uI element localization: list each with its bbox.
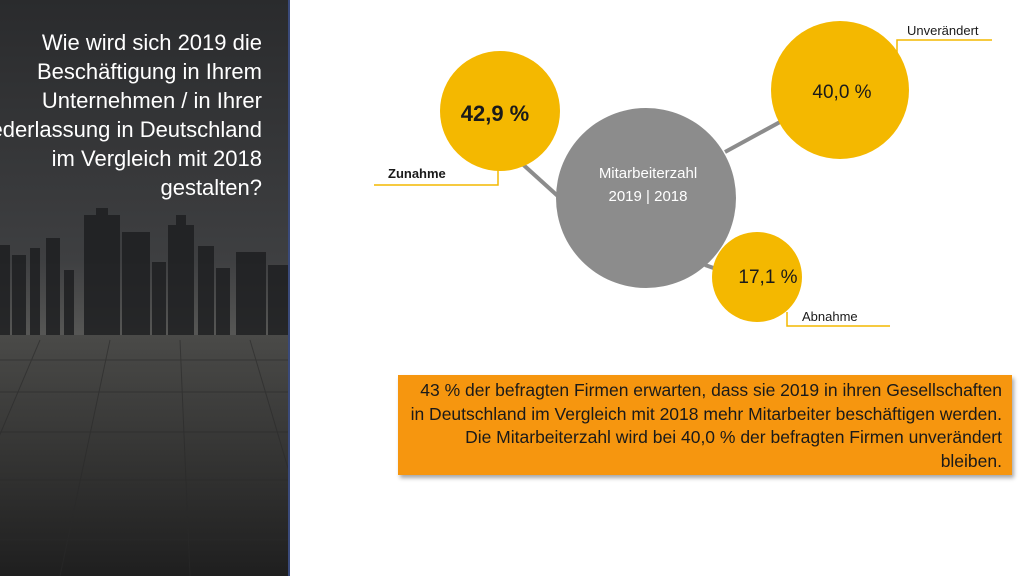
bubble-unveraendert (771, 21, 909, 159)
callout-line-unveraendert (896, 39, 992, 56)
callout-line-zunahme (374, 170, 499, 186)
value-label-abnahme: 17,1 % (738, 267, 797, 288)
series-label-zunahme: Zunahme (388, 166, 446, 181)
city-skyline-image (0, 0, 288, 576)
center-circle (556, 108, 736, 288)
center-label-line2: 2019 | 2018 (609, 188, 688, 205)
connector-zunahme (516, 158, 562, 200)
summary-text: 43 % der befragten Firmen erwarten, dass… (410, 380, 1002, 471)
background-photo-panel: Wie wird sich 2019 die Beschäftigung in … (0, 0, 290, 576)
summary-box: 43 % der befragten Firmen erwarten, dass… (398, 375, 1012, 475)
series-label-unveraendert: Unverändert (907, 23, 979, 38)
connector-unveraendert (724, 120, 781, 154)
value-label-zunahme: 42,9 % (461, 101, 530, 126)
slide-title: Wie wird sich 2019 die Beschäftigung in … (0, 30, 262, 200)
center-label-line1: Mitarbeiterzahl (599, 165, 697, 182)
bubble-abnahme (712, 232, 802, 322)
value-label-unveraendert: 40,0 % (812, 82, 871, 103)
callout-line-abnahme (786, 312, 890, 327)
bubble-zunahme (440, 51, 560, 171)
series-label-abnahme: Abnahme (802, 309, 858, 324)
